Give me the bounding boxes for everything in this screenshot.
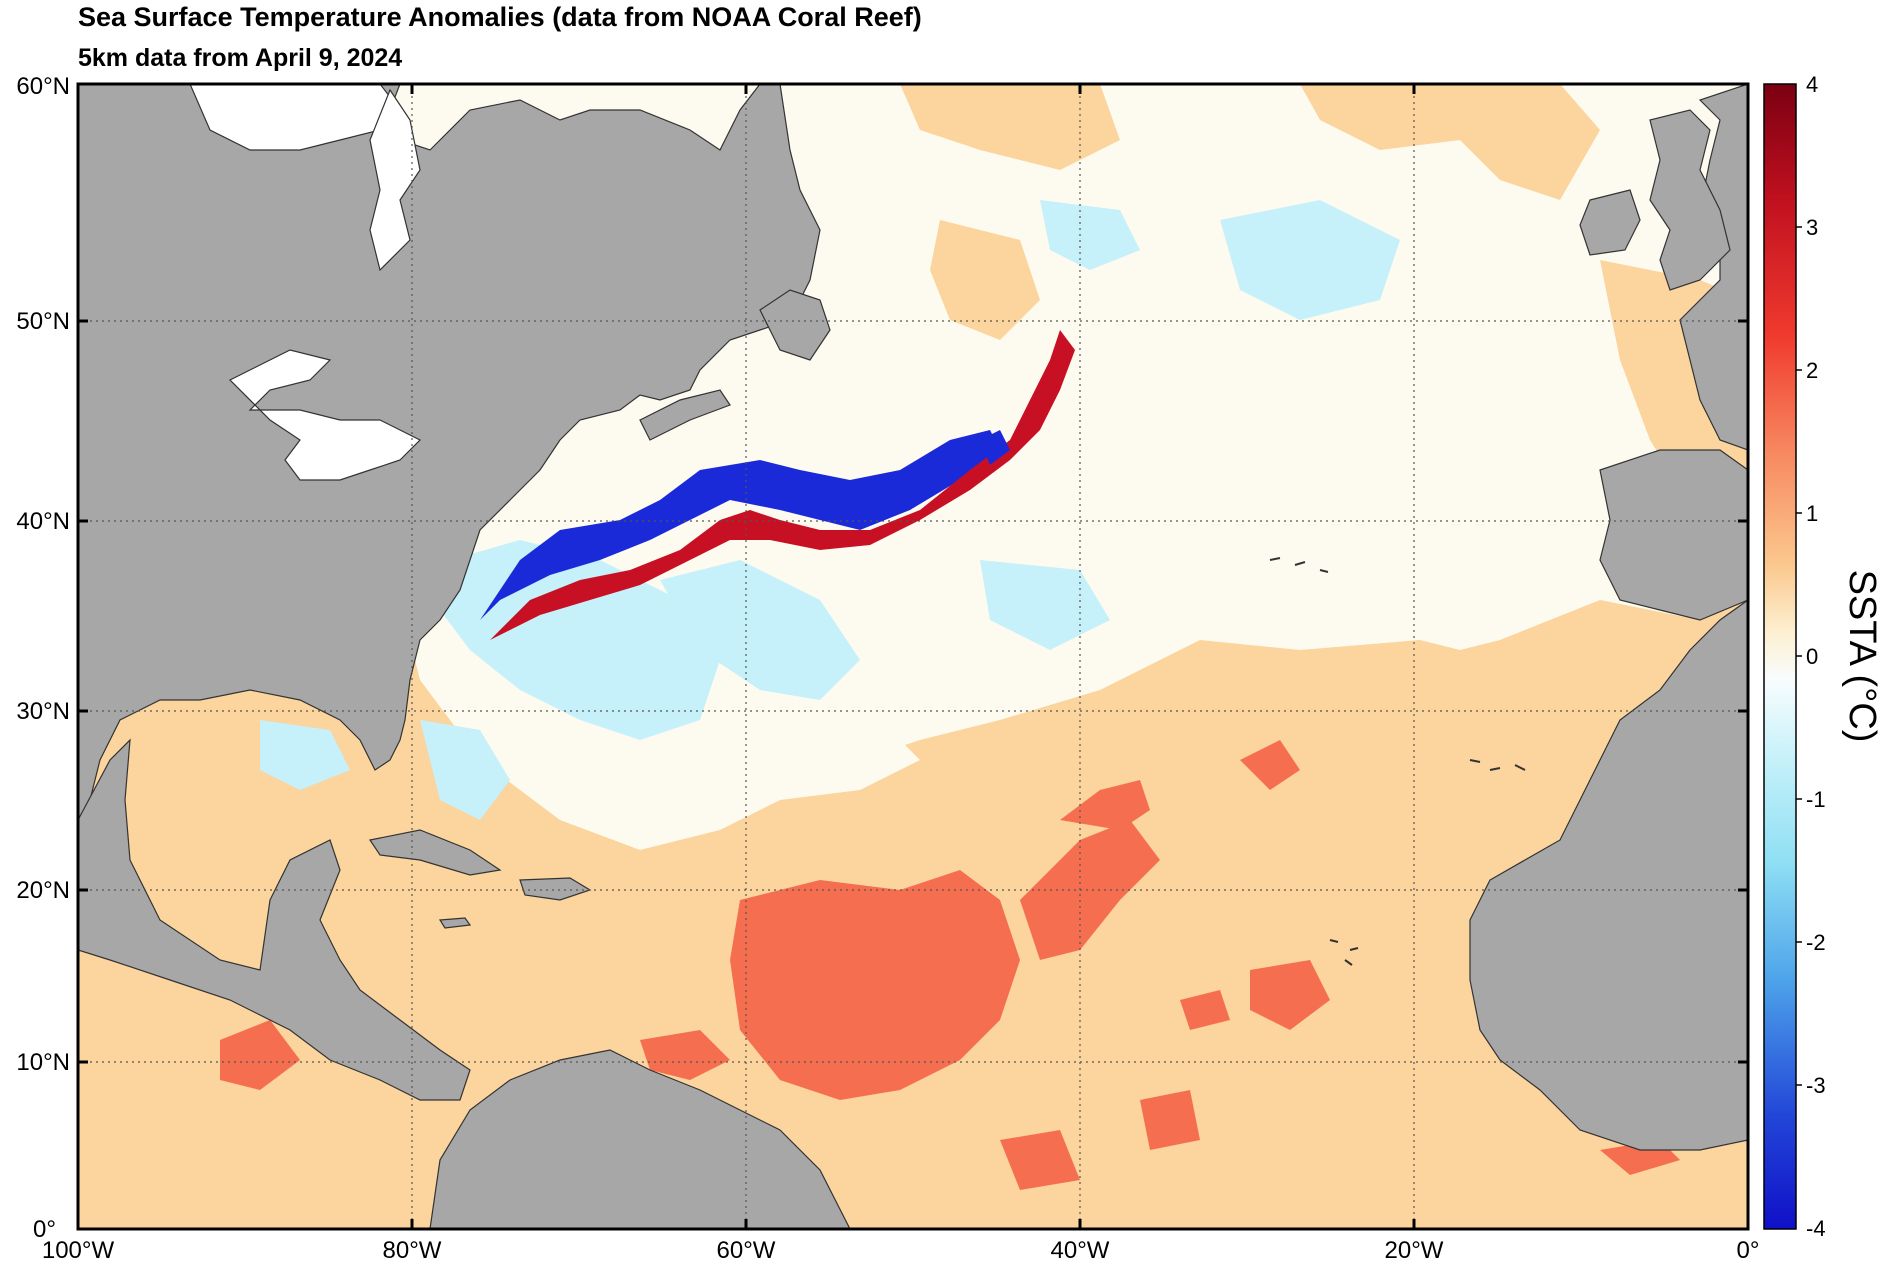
- lon-label-80w: 80°W: [383, 1237, 442, 1264]
- anomaly-warm-tropical-main: [730, 870, 1020, 1100]
- land-azores: [1269, 557, 1329, 573]
- lon-label-20w: 20°W: [1385, 1237, 1444, 1264]
- colorbar-label-3: 3: [1806, 215, 1818, 240]
- anomaly-mild-warm-northeast: [1300, 84, 1600, 200]
- colorbar: 4 3 2 1 0 -1 -2 -3 -4 SSTA (°C): [1763, 72, 1881, 1241]
- anomaly-warm-tropical-3: [1060, 780, 1150, 830]
- land-great-britain: [1649, 109, 1731, 291]
- lon-label-100w: 100°W: [42, 1237, 115, 1264]
- colorbar-gradient: [1763, 83, 1797, 1230]
- anomaly-cool-north-central-2: [1040, 200, 1140, 270]
- anomaly-cool-north-central: [1220, 200, 1400, 320]
- land-ireland: [1579, 189, 1641, 256]
- lat-label-10: 10°N: [16, 1049, 70, 1076]
- anomaly-mild-warm-central: [930, 220, 1040, 340]
- anomaly-warm-tropical-6: [1180, 990, 1230, 1030]
- lat-label-60: 60°N: [16, 73, 70, 100]
- colorbar-label-0: 0: [1806, 644, 1818, 669]
- land-hispaniola: [519, 877, 592, 901]
- land-newfoundland: [759, 289, 831, 361]
- great-lakes: [228, 349, 422, 481]
- colorbar-title: SSTA (°C): [1841, 570, 1881, 743]
- anomaly-warm-tropical-5: [1250, 960, 1330, 1030]
- colorbar-label-neg2: -2: [1806, 930, 1826, 955]
- longitude-labels: 100°W 80°W 60°W 40°W 20°W 0°: [42, 1237, 1760, 1264]
- colorbar-label-4: 4: [1806, 72, 1818, 97]
- anomaly-mild-warm-north: [900, 84, 1120, 170]
- land-canary-islands: [1469, 759, 1526, 771]
- colorbar-label-neg3: -3: [1806, 1073, 1826, 1098]
- land-cuba: [369, 829, 502, 876]
- land-africa: [1469, 599, 1748, 1151]
- anomaly-mild-warm-south-atlantic: [1100, 640, 1520, 740]
- map-tick-marks: [78, 84, 1748, 1229]
- land-europe: [1679, 84, 1748, 451]
- hudson-bay: [369, 88, 421, 272]
- anomaly-hot-gulf-stream: [490, 330, 1075, 640]
- land-jamaica: [438, 917, 472, 929]
- map-subtitle: 5km data from April 9, 2024: [78, 44, 403, 72]
- anomaly-cool-gulf: [260, 720, 350, 790]
- map-frame: [76, 82, 1750, 1231]
- anomaly-warm-pacific: [220, 1020, 300, 1090]
- map-area: [78, 84, 1748, 1229]
- anomaly-cool-sargasso: [660, 560, 860, 700]
- map-title: Sea Surface Temperature Anomalies (data …: [78, 2, 922, 32]
- colorbar-label-2: 2: [1806, 358, 1818, 383]
- lat-label-0: 0°: [33, 1216, 56, 1243]
- anomaly-neutral-west-atlantic: [420, 680, 920, 850]
- colorbar-ticks: [1796, 226, 1802, 1086]
- anomaly-cold-gulf-stream: [480, 430, 1000, 620]
- lon-label-40w: 40°W: [1051, 1237, 1110, 1264]
- anomaly-cool-bahamas: [420, 720, 510, 820]
- colorbar-label-1: 1: [1806, 501, 1818, 526]
- anomaly-warm-tropical-8: [1000, 1130, 1080, 1190]
- lat-label-20: 20°N: [16, 877, 70, 904]
- land-nova-scotia: [639, 389, 731, 441]
- latitude-labels: 60°N 50°N 40°N 30°N 20°N 10°N 0°: [16, 73, 70, 1243]
- anomaly-warm-tropical-7: [1140, 1090, 1200, 1150]
- land-south-america: [429, 1049, 851, 1229]
- lon-label-60w: 60°W: [717, 1237, 776, 1264]
- land-cape-verde: [1329, 939, 1359, 966]
- anomaly-cold-gulf-stream-east: [980, 430, 1010, 465]
- lon-label-0: 0°: [1737, 1237, 1760, 1264]
- land-north-america: [78, 84, 821, 822]
- colorbar-label-neg4: -4: [1806, 1216, 1826, 1241]
- lat-label-50: 50°N: [16, 308, 70, 335]
- land-iberia: [1599, 449, 1748, 621]
- map-gridlines: [78, 84, 1748, 1229]
- anomaly-warm-tropical-4: [1240, 740, 1300, 790]
- lat-label-40: 40°N: [16, 508, 70, 535]
- colorbar-label-neg1: -1: [1806, 787, 1826, 812]
- anomaly-cool-azores: [980, 560, 1110, 650]
- anomaly-warm-tropical-2: [1020, 820, 1160, 960]
- lat-label-30: 30°N: [16, 698, 70, 725]
- anomaly-warm-caribbean: [640, 1030, 730, 1080]
- land-ice-north: [189, 84, 401, 151]
